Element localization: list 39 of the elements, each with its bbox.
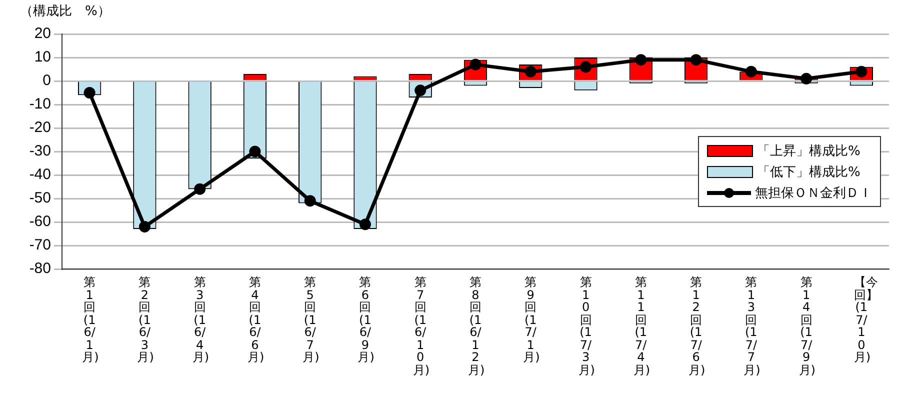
x-tick-label: 第5回(16/7月) bbox=[302, 275, 320, 364]
point bbox=[194, 183, 206, 195]
point bbox=[359, 218, 371, 230]
legend-label: 無担保ＯＮ金利ＤＩ bbox=[755, 184, 872, 202]
point bbox=[800, 72, 812, 84]
y-tick-label: -70 bbox=[29, 236, 51, 254]
x-tick-label: 第2回(16/3月) bbox=[137, 275, 154, 364]
y-tick-label: 10 bbox=[34, 48, 51, 66]
y-tick-label: 0 bbox=[42, 72, 51, 90]
x-tick-label: 第7回(16/10月) bbox=[412, 275, 430, 376]
x-tick-label: 第13回(17/7月) bbox=[744, 275, 760, 376]
point bbox=[249, 146, 261, 158]
y-tick-label: -20 bbox=[29, 119, 51, 136]
x-tick-label: 第12回(17/6月) bbox=[688, 275, 706, 376]
y-tick-label: 20 bbox=[34, 25, 51, 42]
x-tick-label: 第8回(16/12月) bbox=[468, 275, 485, 376]
x-tick-label: 第10回(17/3月) bbox=[578, 275, 595, 376]
x-tick-label: 第4回(16/6月) bbox=[247, 275, 264, 364]
y-tick-label: -80 bbox=[29, 260, 51, 278]
x-tick-label: 第14回(17/9月) bbox=[798, 275, 816, 376]
x-tick-label: 第9回(17/1月) bbox=[523, 275, 540, 364]
legend-label: 「上昇」構成比% bbox=[757, 142, 860, 160]
x-tick-label: 第3回(16/4月) bbox=[192, 275, 210, 364]
y-tick-label: -50 bbox=[29, 190, 51, 207]
x-tick-label: 第1回(16/1月) bbox=[82, 275, 99, 364]
y-tick-label: -10 bbox=[29, 96, 51, 113]
x-tick-label: 第6回(16/9月) bbox=[358, 275, 374, 364]
point bbox=[635, 54, 647, 66]
y-tick-label: -40 bbox=[29, 166, 51, 184]
point bbox=[304, 195, 316, 207]
legend-label: 「低下」構成比% bbox=[757, 164, 860, 180]
x-tick-label: 第11回(17/4月) bbox=[633, 275, 650, 376]
y-axis-title: （構成比 %） bbox=[20, 3, 110, 20]
point bbox=[690, 54, 702, 66]
y-tick-label: -30 bbox=[29, 142, 51, 160]
x-tick-label: 【今回】(17/10月) bbox=[854, 275, 878, 364]
point bbox=[745, 66, 757, 78]
point bbox=[138, 220, 150, 232]
y-tick-label: -60 bbox=[29, 213, 51, 230]
